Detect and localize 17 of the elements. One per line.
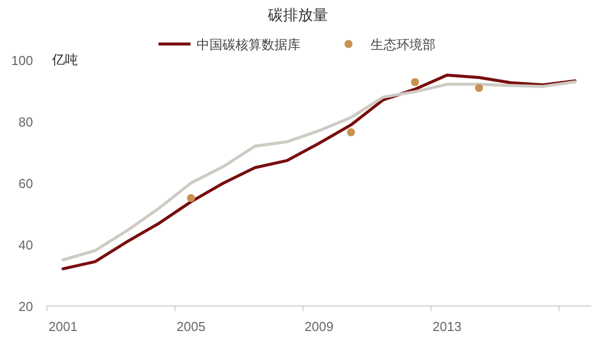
x-tick-label: 2001 [48,319,78,334]
y-tick-label: 100 [11,53,33,68]
x-tick-label: 2013 [432,319,462,334]
point [475,84,483,92]
x-tick-label: 2009 [304,319,334,334]
y-tick-label: 20 [18,299,33,314]
x-tick-label: 2005 [176,319,206,334]
y-tick-label: 40 [18,238,33,252]
y-tick-label: 60 [18,176,33,191]
point [187,194,195,202]
legend-label: 中国碳核算数据库 [196,37,300,52]
y-axis-title: 亿吨 [51,52,78,67]
point [411,78,419,86]
legend-label: 生态环境部 [370,37,436,52]
point [347,128,355,136]
y-tick-label: 80 [18,114,33,130]
chart-title: 碳排放量 [267,7,328,24]
